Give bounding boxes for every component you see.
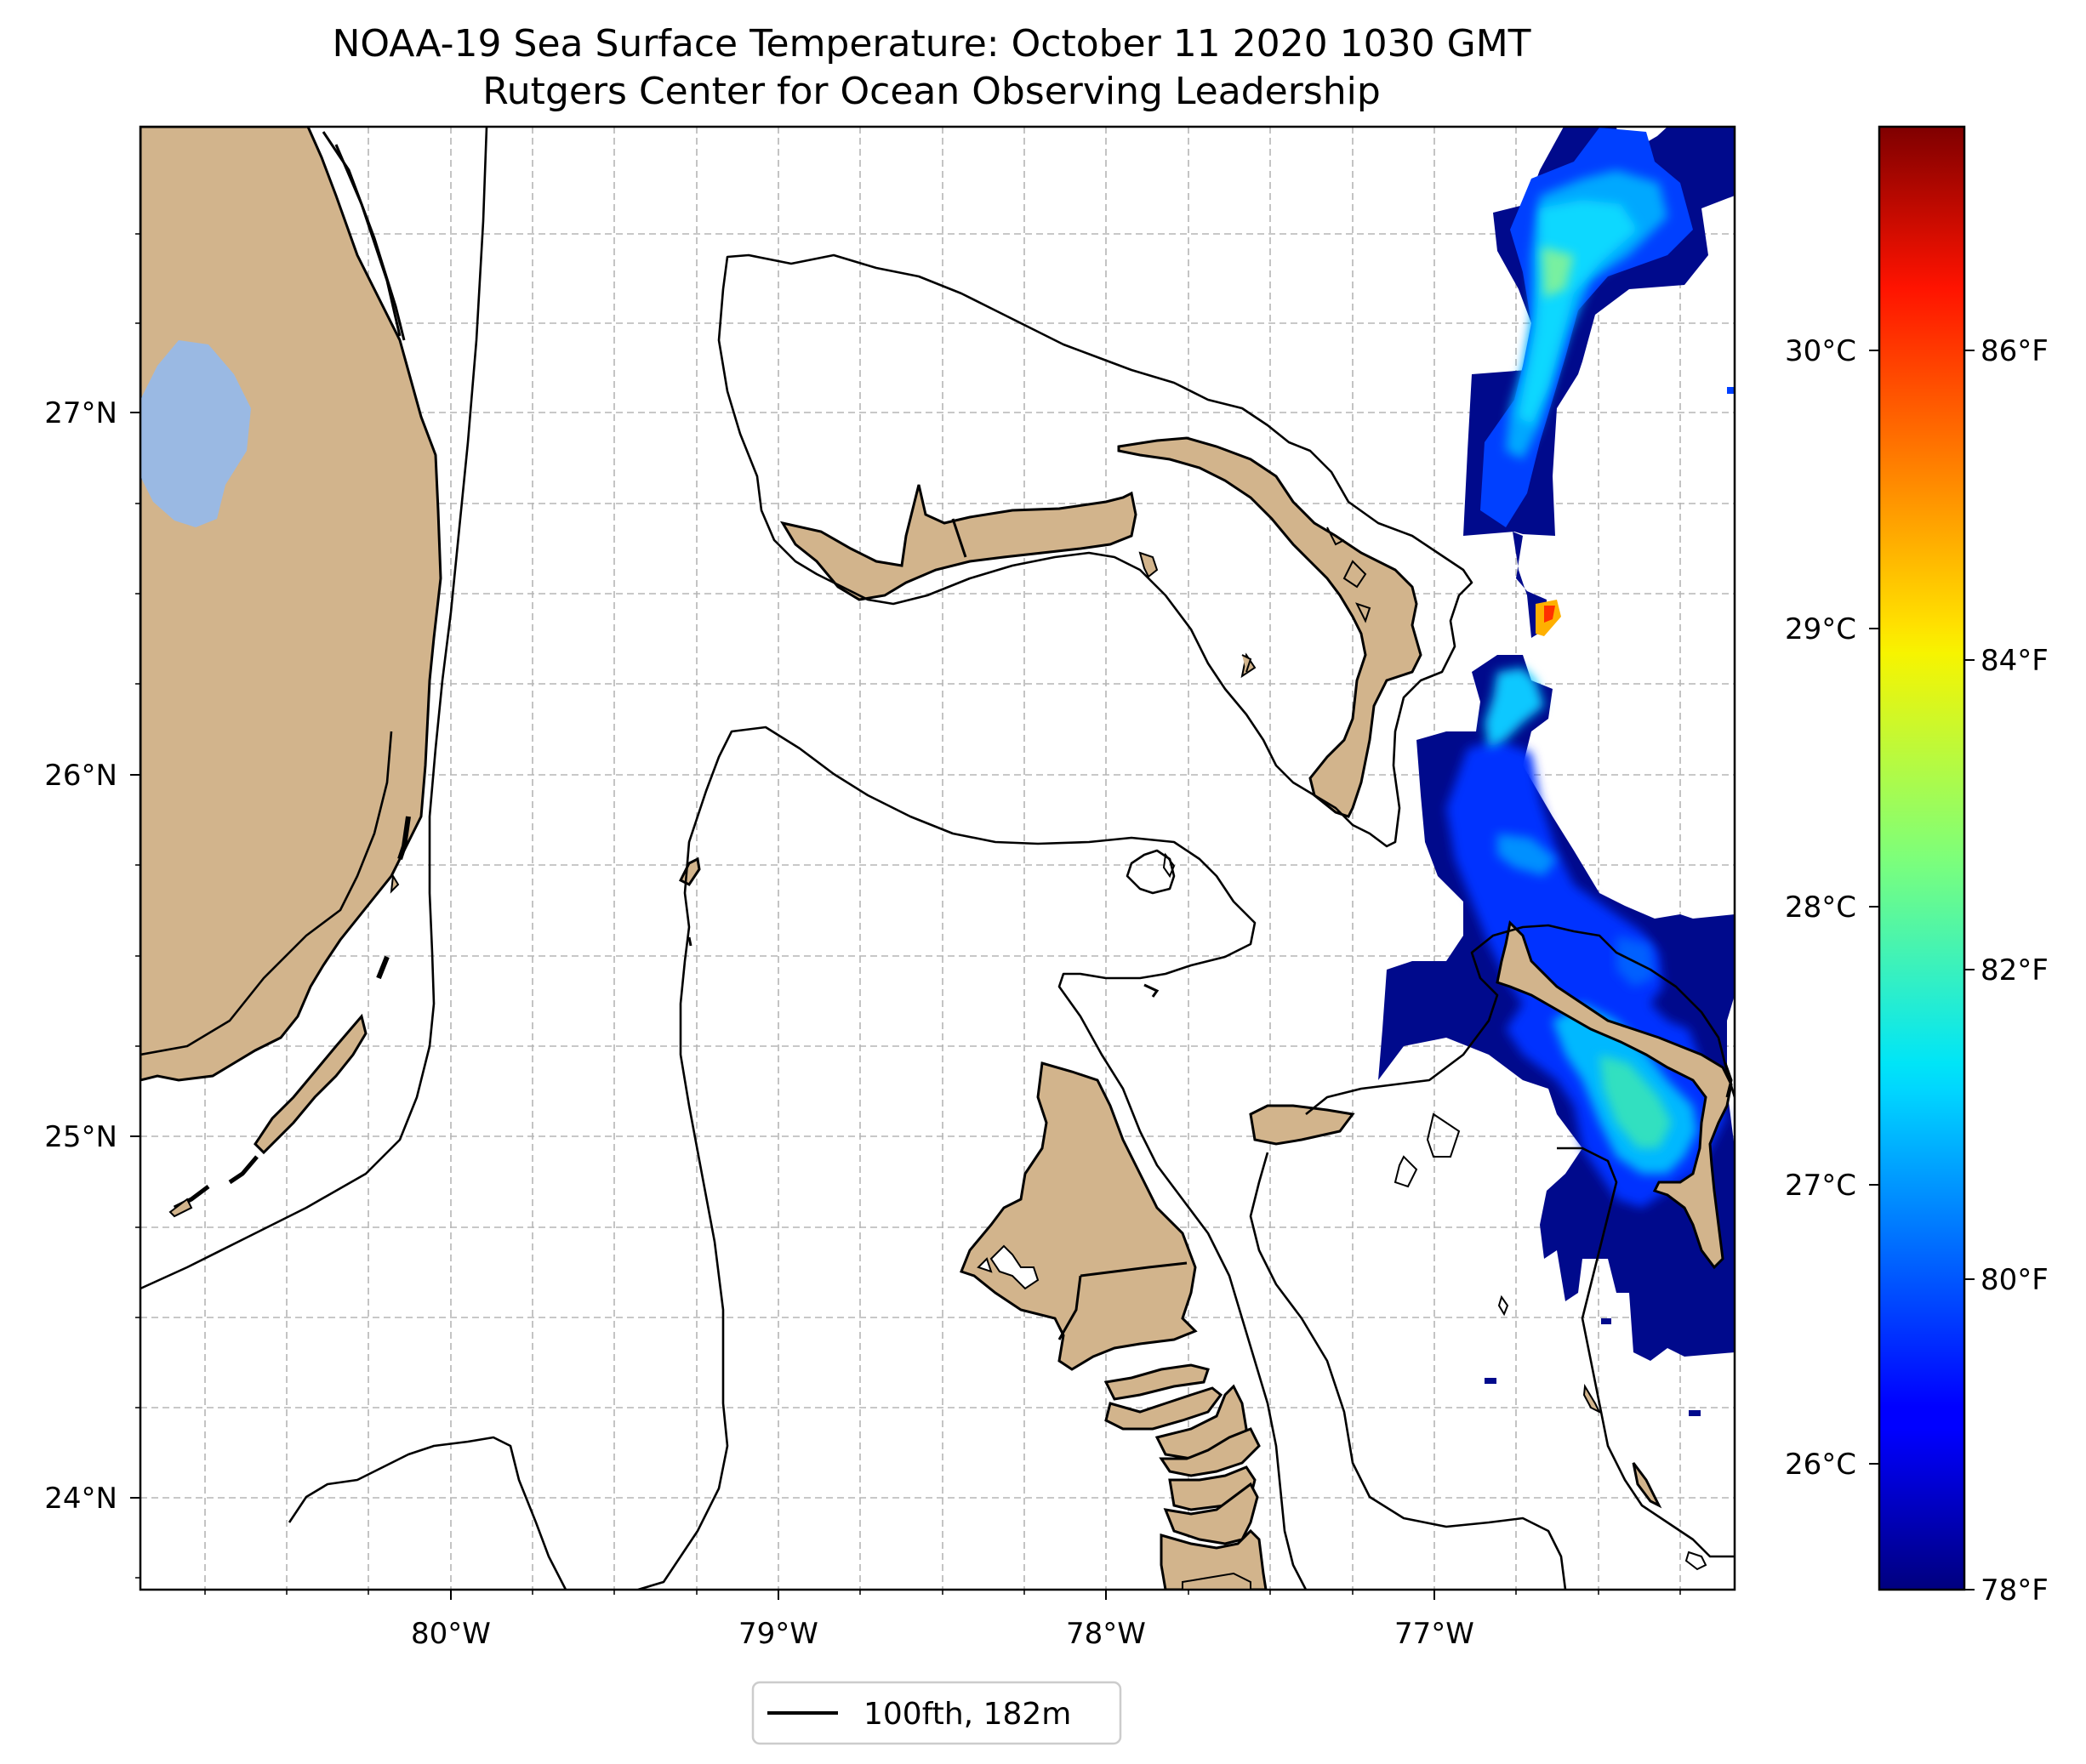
colorbar-celsius-label: 26°C — [1785, 1448, 1856, 1482]
figure-title-line1: NOAA-19 Sea Surface Temperature: October… — [332, 22, 1530, 65]
colorbar-fahrenheit-label: 86°F — [1981, 334, 2049, 368]
lat-tick-label: 26°N — [44, 759, 117, 793]
isobath-legend: 100fth, 182m — [751, 1681, 1122, 1745]
map-axis-ticks — [130, 412, 1435, 1600]
lat-tick-label: 24°N — [44, 1482, 117, 1516]
colorbar-fahrenheit-label: 82°F — [1981, 953, 2049, 987]
lat-tick-label: 25°N — [44, 1120, 117, 1154]
legend-box — [751, 1681, 1122, 1745]
colorbar: 30°C 29°C 28°C 27°C 26°C 86°F 84°F 82°F … — [1785, 125, 2049, 1608]
berry-islands — [1249, 1104, 1461, 1188]
lon-tick-label: 79°W — [738, 1617, 818, 1651]
map-panel: 80°W 79°W 78°W 77°W 27°N 26°N 25°N 24°N — [44, 125, 1736, 1651]
colorbar-celsius-label: 29°C — [1785, 612, 1856, 646]
isobath-100fth — [140, 127, 1735, 1590]
map-frame — [139, 125, 1736, 1591]
colorbar-gradient — [1878, 125, 1966, 1591]
colorbar-fahrenheit-label: 84°F — [1981, 644, 2049, 678]
lake-okeechobee — [140, 340, 251, 527]
andros-island — [960, 1061, 1268, 1590]
florida-landmass — [140, 127, 442, 1218]
colorbar-fahrenheit-label: 78°F — [1981, 1573, 2049, 1608]
colorbar-fahrenheit-label: 80°F — [1981, 1263, 2049, 1297]
eleuthera-island — [1496, 919, 1733, 1270]
colorbar-celsius-label: 27°C — [1785, 1169, 1856, 1203]
grand-bahama-island — [779, 484, 1159, 601]
lon-tick-label: 80°W — [411, 1617, 491, 1651]
colorbar-celsius-label: 30°C — [1785, 334, 1856, 368]
colorbar-celsius-label: 28°C — [1785, 891, 1856, 925]
map-axis-minor-ticks — [135, 233, 1681, 1595]
lon-tick-label: 78°W — [1066, 1617, 1146, 1651]
sst-swath-north — [1463, 127, 1735, 638]
legend-label: 100fth, 182m — [863, 1697, 1071, 1732]
figure-title-line2: Rutgers Center for Ocean Observing Leade… — [482, 70, 1381, 113]
lat-tick-label: 27°N — [44, 396, 117, 430]
lon-tick-label: 77°W — [1394, 1617, 1474, 1651]
